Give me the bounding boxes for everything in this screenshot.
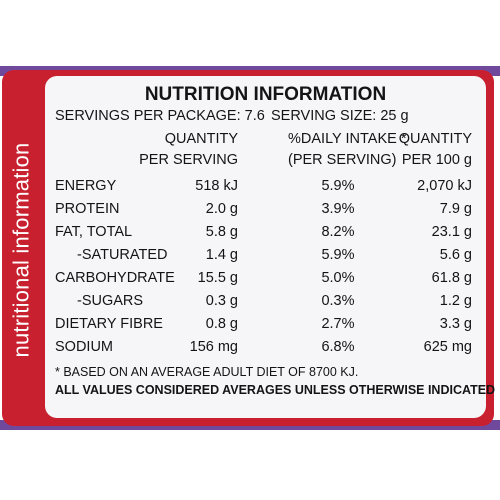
- side-label-text: nutritional information: [8, 142, 33, 358]
- row-per-100g: 23.1 g: [431, 224, 472, 240]
- row-per-serving: 1.4 g: [205, 247, 238, 263]
- row-daily-intake: 3.9%: [321, 201, 355, 217]
- row-daily-intake: 5.9%: [321, 247, 355, 263]
- row-daily-intake: 5.9%: [321, 178, 355, 194]
- row-label: -SUGARS: [77, 293, 144, 309]
- header-quantity-per-serving-2: PER SERVING: [139, 152, 238, 168]
- header-daily-intake-2: (PER SERVING): [288, 152, 397, 168]
- row-label: ENERGY: [55, 178, 117, 194]
- row-label: DIETARY FIBRE: [55, 316, 163, 332]
- row-per-100g: 1.2 g: [439, 293, 472, 309]
- header-quantity-per-serving-1: QUANTITY: [164, 131, 238, 147]
- row-per-100g: 7.9 g: [439, 201, 472, 217]
- side-label: nutritional information: [5, 82, 37, 418]
- row-label: PROTEIN: [55, 201, 120, 217]
- row-per-100g: 61.8 g: [431, 270, 472, 286]
- row-per-serving: 0.8 g: [205, 316, 238, 332]
- row-label: -SATURATED: [77, 247, 168, 263]
- row-per-100g: 5.6 g: [439, 247, 472, 263]
- row-daily-intake: 0.3%: [321, 293, 355, 309]
- header-daily-intake-1: %DAILY INTAKE *: [288, 131, 407, 147]
- row-daily-intake: 8.2%: [321, 224, 355, 240]
- row-label: CARBOHYDRATE: [55, 270, 175, 286]
- servings-per-package: SERVINGS PER PACKAGE: 7.6: [55, 108, 265, 124]
- header-quantity-per-100g-2: PER 100 g: [401, 152, 472, 168]
- row-per-100g: 2,070 kJ: [417, 178, 472, 194]
- row-per-serving: 5.8 g: [205, 224, 238, 240]
- row-daily-intake: 2.7%: [321, 316, 355, 332]
- header-quantity-per-100g-1: QUANTITY: [398, 131, 472, 147]
- row-per-serving: 2.0 g: [205, 201, 238, 217]
- panel-title: NUTRITION INFORMATION: [144, 84, 387, 105]
- row-per-100g: 3.3 g: [439, 316, 472, 332]
- nutrition-card: NUTRITION INFORMATION SERVINGS PER PACKA…: [45, 76, 495, 418]
- row-daily-intake: 5.0%: [321, 270, 355, 286]
- row-per-serving: 0.3 g: [205, 293, 238, 309]
- row-per-100g: 625 mg: [423, 339, 472, 355]
- row-per-serving: 156 mg: [189, 339, 238, 355]
- row-per-serving: 518 kJ: [195, 178, 238, 194]
- footnote: * BASED ON AN AVERAGE ADULT DIET OF 8700…: [55, 365, 359, 379]
- footnote-bold: ALL VALUES CONSIDERED AVERAGES UNLESS OT…: [55, 383, 496, 397]
- row-label: FAT, TOTAL: [55, 224, 133, 240]
- serving-size: SERVING SIZE: 25 g: [271, 108, 409, 124]
- row-label: SODIUM: [55, 339, 113, 355]
- row-daily-intake: 6.8%: [321, 339, 355, 355]
- row-per-serving: 15.5 g: [197, 270, 238, 286]
